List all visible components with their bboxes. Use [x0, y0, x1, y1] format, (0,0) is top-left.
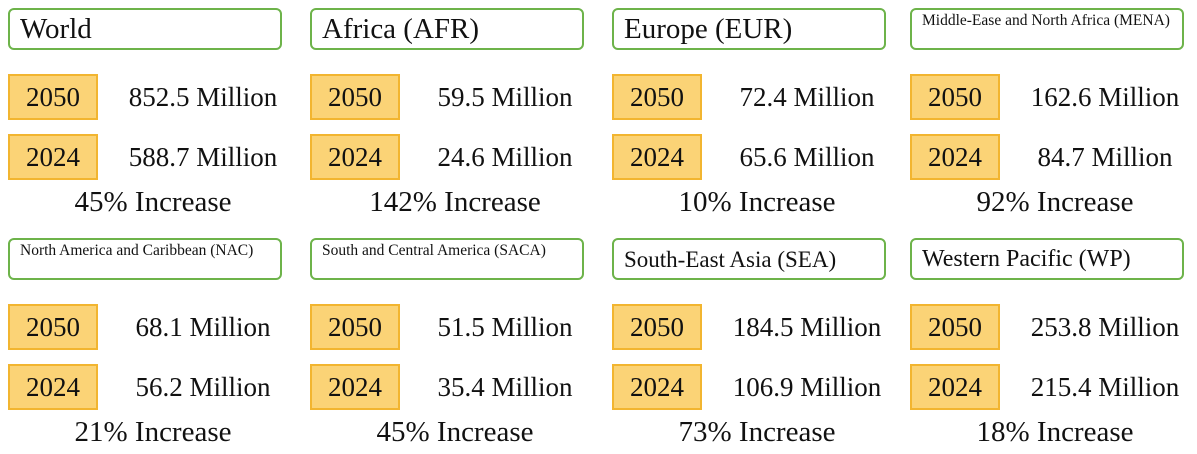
region-title-box: Western Pacific (WP) — [910, 238, 1184, 280]
year-label: 2024 — [910, 134, 1000, 180]
row-2024: 2024 84.7 Million — [910, 134, 1197, 180]
increase-label: 18% Increase — [976, 416, 1134, 448]
region-title: World — [20, 12, 92, 45]
population-value: 68.1 Million — [135, 311, 271, 342]
year-label: 2024 — [310, 134, 400, 180]
row-2024: 2024 24.6 Million — [310, 134, 600, 180]
panel-nac: North America and Caribbean (NAC) 2050 6… — [8, 238, 298, 454]
year-label: 2024 — [8, 364, 98, 410]
year-label: 2050 — [612, 304, 702, 350]
region-title-box: World — [8, 8, 282, 50]
region-title-box: Middle-Ease and North Africa (MENA) — [910, 8, 1184, 50]
increase-label: 92% Increase — [976, 186, 1134, 218]
region-title-box: Africa (AFR) — [310, 8, 584, 50]
region-title: South-East Asia (SEA) — [624, 246, 837, 272]
row-2024: 2024 65.6 Million — [612, 134, 902, 180]
panel-mena: Middle-Ease and North Africa (MENA) 2050… — [910, 8, 1197, 224]
year-label: 2024 — [310, 364, 400, 410]
population-value: 51.5 Million — [437, 311, 573, 342]
panel-sea: South-East Asia (SEA) 2050 184.5 Million… — [612, 238, 902, 454]
increase-label: 10% Increase — [678, 186, 836, 218]
population-value: 65.6 Million — [739, 141, 875, 172]
region-title: Europe (EUR) — [624, 12, 793, 45]
increase-label: 21% Increase — [74, 416, 232, 448]
row-2050: 2050 852.5 Million — [8, 74, 298, 120]
population-value: 184.5 Million — [732, 311, 882, 342]
population-value: 852.5 Million — [128, 81, 278, 112]
population-value: 84.7 Million — [1037, 141, 1173, 172]
year-label: 2050 — [310, 74, 400, 120]
population-value: 56.2 Million — [135, 371, 271, 402]
row-2024: 2024 588.7 Million — [8, 134, 298, 180]
year-label: 2050 — [910, 74, 1000, 120]
row-2050: 2050 72.4 Million — [612, 74, 902, 120]
population-value: 588.7 Million — [128, 141, 278, 172]
panel-europe: Europe (EUR) 2050 72.4 Million 2024 65.6… — [612, 8, 902, 224]
population-value: 106.9 Million — [732, 371, 882, 402]
region-title-box: North America and Caribbean (NAC) — [8, 238, 282, 280]
population-value: 59.5 Million — [437, 81, 573, 112]
region-title: South and Central America (SACA) — [322, 242, 546, 259]
region-title: Middle-Ease and North Africa (MENA) — [922, 12, 1170, 29]
year-label: 2050 — [8, 74, 98, 120]
increase-label: 73% Increase — [678, 416, 836, 448]
increase-label: 45% Increase — [74, 186, 232, 218]
year-label: 2050 — [8, 304, 98, 350]
population-value: 35.4 Million — [437, 371, 573, 402]
region-title: Africa (AFR) — [322, 12, 480, 45]
region-title-box: Europe (EUR) — [612, 8, 886, 50]
year-label: 2050 — [910, 304, 1000, 350]
panel-saca: South and Central America (SACA) 2050 51… — [310, 238, 600, 454]
row-2050: 2050 162.6 Million — [910, 74, 1197, 120]
population-value: 253.8 Million — [1030, 311, 1180, 342]
row-2024: 2024 56.2 Million — [8, 364, 298, 410]
region-title: North America and Caribbean (NAC) — [20, 242, 254, 259]
row-2050: 2050 51.5 Million — [310, 304, 600, 350]
panel-wp: Western Pacific (WP) 2050 253.8 Million … — [910, 238, 1197, 454]
year-label: 2024 — [910, 364, 1000, 410]
population-value: 215.4 Million — [1030, 371, 1180, 402]
row-2024: 2024 215.4 Million — [910, 364, 1197, 410]
increase-label: 45% Increase — [376, 416, 534, 448]
row-2024: 2024 106.9 Million — [612, 364, 902, 410]
row-2050: 2050 59.5 Million — [310, 74, 600, 120]
year-label: 2024 — [612, 364, 702, 410]
region-title-box: South and Central America (SACA) — [310, 238, 584, 280]
population-value: 162.6 Million — [1030, 81, 1180, 112]
region-title-box: South-East Asia (SEA) — [612, 238, 886, 280]
row-2024: 2024 35.4 Million — [310, 364, 600, 410]
row-2050: 2050 68.1 Million — [8, 304, 298, 350]
population-value: 72.4 Million — [739, 81, 875, 112]
row-2050: 2050 184.5 Million — [612, 304, 902, 350]
region-title: Western Pacific (WP) — [922, 246, 1131, 272]
year-label: 2050 — [310, 304, 400, 350]
year-label: 2024 — [8, 134, 98, 180]
year-label: 2024 — [612, 134, 702, 180]
year-label: 2050 — [612, 74, 702, 120]
row-2050: 2050 253.8 Million — [910, 304, 1197, 350]
increase-label: 142% Increase — [369, 186, 541, 218]
panel-world: World 2050 852.5 Million 2024 588.7 Mill… — [8, 8, 298, 224]
panel-africa: Africa (AFR) 2050 59.5 Million 2024 24.6… — [310, 8, 600, 224]
population-value: 24.6 Million — [437, 141, 573, 172]
